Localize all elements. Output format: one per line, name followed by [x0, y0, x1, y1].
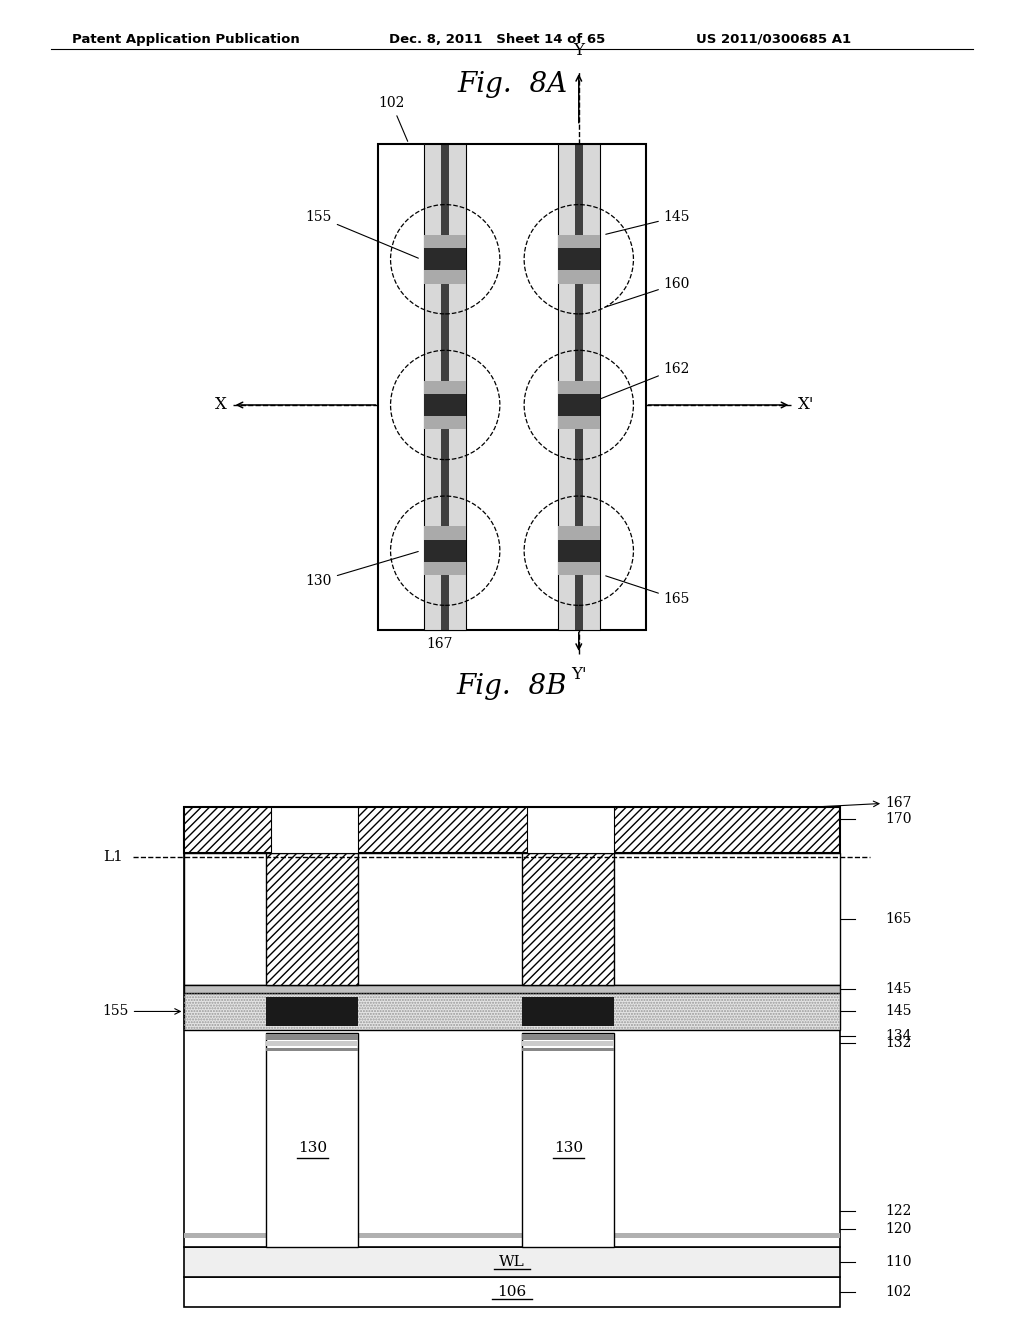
Text: Fig.  8A: Fig. 8A: [457, 71, 567, 98]
Bar: [184, 985, 840, 993]
Text: 167: 167: [426, 636, 453, 651]
Bar: [424, 144, 467, 630]
Text: 145: 145: [886, 1005, 912, 1019]
Text: 155: 155: [305, 210, 419, 259]
Bar: [557, 248, 600, 271]
Bar: [424, 527, 467, 540]
Text: X': X': [799, 396, 815, 413]
Bar: [557, 144, 600, 630]
Text: 167: 167: [372, 796, 912, 830]
Bar: [184, 807, 840, 853]
Bar: [184, 1278, 840, 1307]
Text: 134: 134: [886, 1028, 912, 1043]
Text: X: X: [215, 396, 226, 413]
Bar: [557, 380, 600, 395]
Bar: [184, 1233, 840, 1238]
Text: 170: 170: [886, 812, 912, 826]
Bar: [557, 561, 600, 576]
Bar: [522, 853, 614, 985]
Bar: [557, 395, 600, 416]
Bar: [266, 853, 358, 985]
Bar: [522, 1048, 614, 1051]
Text: 122: 122: [886, 1204, 912, 1218]
Bar: [184, 1247, 840, 1278]
Bar: [522, 1032, 614, 1247]
Text: 132: 132: [886, 1036, 912, 1051]
Bar: [424, 416, 467, 429]
Text: Fig.  8B: Fig. 8B: [457, 673, 567, 700]
Text: 162: 162: [588, 362, 690, 404]
Text: 110: 110: [886, 1255, 912, 1270]
Bar: [424, 561, 467, 576]
Text: 130: 130: [298, 1142, 327, 1155]
Bar: [424, 248, 467, 271]
Text: 102: 102: [886, 1284, 912, 1299]
Bar: [557, 235, 600, 248]
Bar: [557, 540, 600, 561]
Bar: [522, 853, 614, 985]
Text: 145: 145: [606, 210, 690, 234]
Bar: [184, 993, 840, 1030]
Text: Y': Y': [571, 667, 587, 682]
Bar: [441, 144, 450, 630]
Bar: [557, 527, 600, 540]
Bar: [266, 1032, 358, 1247]
Text: Dec. 8, 2011   Sheet 14 of 65: Dec. 8, 2011 Sheet 14 of 65: [389, 33, 605, 46]
Bar: [379, 144, 645, 630]
Bar: [266, 1040, 358, 1045]
Bar: [271, 807, 358, 853]
Bar: [424, 144, 467, 630]
Text: US 2011/0300685 A1: US 2011/0300685 A1: [696, 33, 851, 46]
Bar: [424, 540, 467, 561]
Text: 160: 160: [606, 276, 690, 308]
Bar: [184, 993, 840, 1030]
Text: WL: WL: [499, 1255, 525, 1270]
Text: 130: 130: [554, 1142, 583, 1155]
Text: 102: 102: [379, 96, 408, 141]
Bar: [424, 235, 467, 248]
Bar: [522, 1035, 614, 1040]
Bar: [557, 144, 600, 630]
Text: Patent Application Publication: Patent Application Publication: [72, 33, 299, 46]
Text: 120: 120: [886, 1222, 912, 1236]
Text: 165: 165: [606, 576, 690, 606]
Bar: [266, 1048, 358, 1051]
Bar: [424, 380, 467, 395]
Bar: [184, 807, 840, 853]
Bar: [266, 998, 358, 1026]
Text: 130: 130: [305, 552, 418, 589]
Bar: [424, 395, 467, 416]
Text: 145: 145: [886, 982, 912, 997]
Bar: [184, 807, 840, 1247]
Bar: [574, 144, 583, 630]
Bar: [522, 998, 614, 1026]
Bar: [266, 1035, 358, 1040]
Text: 106: 106: [498, 1284, 526, 1299]
Bar: [184, 853, 840, 985]
Text: 165: 165: [886, 912, 912, 927]
Bar: [424, 271, 467, 284]
Bar: [522, 1040, 614, 1045]
Text: 155: 155: [102, 1005, 180, 1019]
Text: Y: Y: [573, 42, 585, 59]
Bar: [266, 853, 358, 985]
Bar: [527, 807, 614, 853]
Bar: [557, 416, 600, 429]
Text: L1: L1: [103, 850, 123, 863]
Bar: [557, 271, 600, 284]
